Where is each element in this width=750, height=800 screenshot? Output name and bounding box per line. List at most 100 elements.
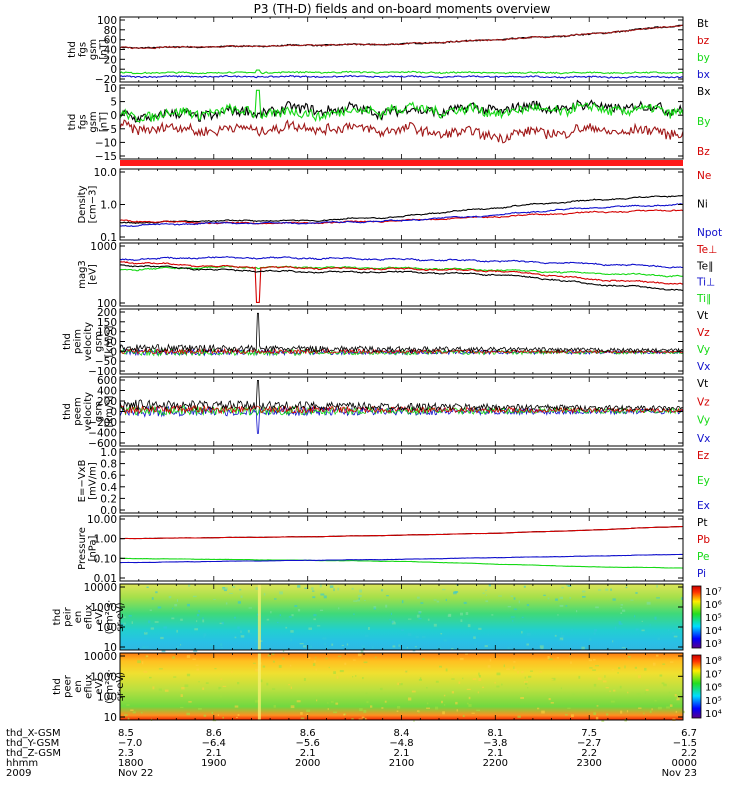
spectrogram-pixel bbox=[439, 665, 442, 668]
y-axis-label: gsm bbox=[88, 39, 99, 60]
spectrogram-pixel bbox=[304, 587, 308, 589]
y-tick-label: 1000 bbox=[90, 241, 117, 253]
spectrogram-pixel bbox=[126, 648, 128, 651]
series-pressure-Pb bbox=[120, 525, 684, 540]
spectrogram-pixel bbox=[641, 620, 643, 622]
spectrogram-pixel bbox=[436, 600, 440, 603]
spectrogram-pixel bbox=[514, 608, 517, 611]
spectrogram-pixel bbox=[610, 700, 615, 703]
spectrogram-pixel bbox=[667, 629, 670, 631]
spectrogram-pixel bbox=[422, 658, 425, 660]
y-axis-label: gsm bbox=[94, 331, 105, 352]
spectrogram-pixel bbox=[290, 638, 292, 642]
spectrogram-pixel bbox=[358, 597, 360, 600]
spectrogram-pixel bbox=[237, 626, 240, 629]
legend-Vz: Vz bbox=[697, 396, 710, 408]
spectrogram-pixel bbox=[494, 681, 496, 684]
spectrogram-pixel bbox=[126, 704, 130, 706]
spectrogram-pixel bbox=[235, 716, 238, 719]
spectrogram-pixel bbox=[668, 691, 671, 694]
legend-By: By bbox=[697, 116, 710, 128]
spectrogram-pixel bbox=[270, 611, 272, 614]
series-density-Ni bbox=[119, 195, 684, 225]
spectrogram-spike bbox=[257, 584, 261, 650]
spectrogram-pixel bbox=[333, 711, 337, 714]
spectrogram-pixel bbox=[638, 707, 642, 709]
y-tick-label: 10.0 bbox=[94, 167, 117, 179]
x-axis-value-z: 2.1 bbox=[487, 748, 503, 759]
spectrogram-pixel bbox=[525, 682, 528, 685]
legend-Vy: Vy bbox=[697, 415, 710, 427]
spectrogram-pixel bbox=[614, 626, 617, 630]
spectrogram-pixel bbox=[123, 622, 126, 625]
y-axis-label: velocity bbox=[83, 322, 94, 361]
spectrogram-pixel bbox=[654, 700, 657, 702]
y-tick-label: 400 bbox=[97, 386, 117, 398]
spectrogram-pixel bbox=[468, 704, 472, 707]
spectrogram-pixel bbox=[401, 629, 404, 632]
spectrogram-pixel bbox=[308, 627, 312, 630]
spectrogram-pixel bbox=[675, 710, 678, 713]
spectrogram-pixel bbox=[451, 648, 454, 650]
spectrogram-pixel bbox=[602, 680, 607, 683]
spectrogram-pixel bbox=[643, 712, 645, 715]
spectrogram-pixel bbox=[468, 696, 471, 700]
panel-frame bbox=[119, 168, 684, 241]
spectrogram-pixel bbox=[360, 649, 364, 653]
y-tick-label: 100 bbox=[97, 327, 117, 339]
spectrogram-pixel bbox=[192, 595, 197, 598]
spectrogram-pixel bbox=[465, 612, 469, 615]
spectrogram-pixel bbox=[443, 704, 446, 706]
spectrogram-pixel bbox=[547, 597, 550, 600]
spectrogram-pixel bbox=[149, 676, 152, 679]
legend-Ti∥: Ti∥ bbox=[696, 293, 711, 305]
spectrogram-pixel bbox=[336, 676, 339, 679]
spectrogram-pixel bbox=[467, 624, 471, 628]
spectrogram-pixel bbox=[272, 688, 276, 690]
y-axis-label: eflux bbox=[84, 605, 95, 630]
spectrogram-pixel bbox=[510, 595, 514, 597]
spectrogram-pixel bbox=[676, 698, 680, 701]
spectrogram-pixel bbox=[416, 614, 420, 618]
spectrogram-pixel bbox=[398, 644, 400, 647]
spectrogram-pixel bbox=[176, 645, 180, 648]
spectrogram-pixel bbox=[513, 666, 515, 669]
spectrogram-pixel bbox=[526, 643, 529, 646]
y-tick-label: 5 bbox=[110, 97, 117, 109]
spectrogram-pixel bbox=[560, 687, 562, 690]
spectrogram-pixel bbox=[620, 710, 623, 714]
series-peem_vel-Vt bbox=[119, 380, 684, 412]
spectrogram-pixel bbox=[588, 659, 593, 662]
spectrogram-pixel bbox=[673, 635, 678, 638]
y-axis-label: thd bbox=[67, 114, 78, 131]
spectrogram-pixel bbox=[433, 623, 437, 627]
spectrogram-pixel bbox=[604, 675, 606, 678]
spectrogram-pixel bbox=[645, 689, 649, 691]
spectrogram-pixel bbox=[501, 683, 503, 686]
y-tick-label: 0 bbox=[110, 64, 117, 76]
spectrogram-pixel bbox=[222, 587, 225, 590]
spectrogram-pixel bbox=[234, 616, 236, 619]
legend-Vz: Vz bbox=[697, 327, 710, 339]
spectrogram-pixel bbox=[550, 702, 554, 704]
spectrogram-pixel bbox=[341, 644, 344, 647]
spectrogram-pixel bbox=[324, 643, 327, 646]
spectrogram-pixel bbox=[240, 595, 243, 598]
colorbar-tick-label: 10³ bbox=[705, 639, 722, 650]
spectrogram-pixel bbox=[314, 660, 316, 663]
spectrogram-pixel bbox=[592, 669, 596, 671]
y-axis-label: eV/ bbox=[94, 678, 105, 695]
spectrogram-pixel bbox=[288, 684, 291, 686]
spectrogram-pixel bbox=[656, 585, 658, 588]
x-axis-row-label: hhmm bbox=[6, 758, 38, 769]
y-axis-label: peer bbox=[63, 674, 74, 698]
spectrogram-pixel bbox=[222, 587, 226, 589]
panel-frame bbox=[119, 84, 684, 160]
spectrogram-pixel bbox=[565, 584, 568, 586]
spectrogram-pixel bbox=[484, 645, 488, 648]
spectrogram-pixel bbox=[290, 705, 295, 709]
spectrogram-pixel bbox=[678, 626, 681, 629]
spectrogram-pixel bbox=[674, 694, 677, 697]
y-tick-label: 0 bbox=[110, 407, 117, 419]
spectrogram-pixel bbox=[582, 596, 586, 598]
